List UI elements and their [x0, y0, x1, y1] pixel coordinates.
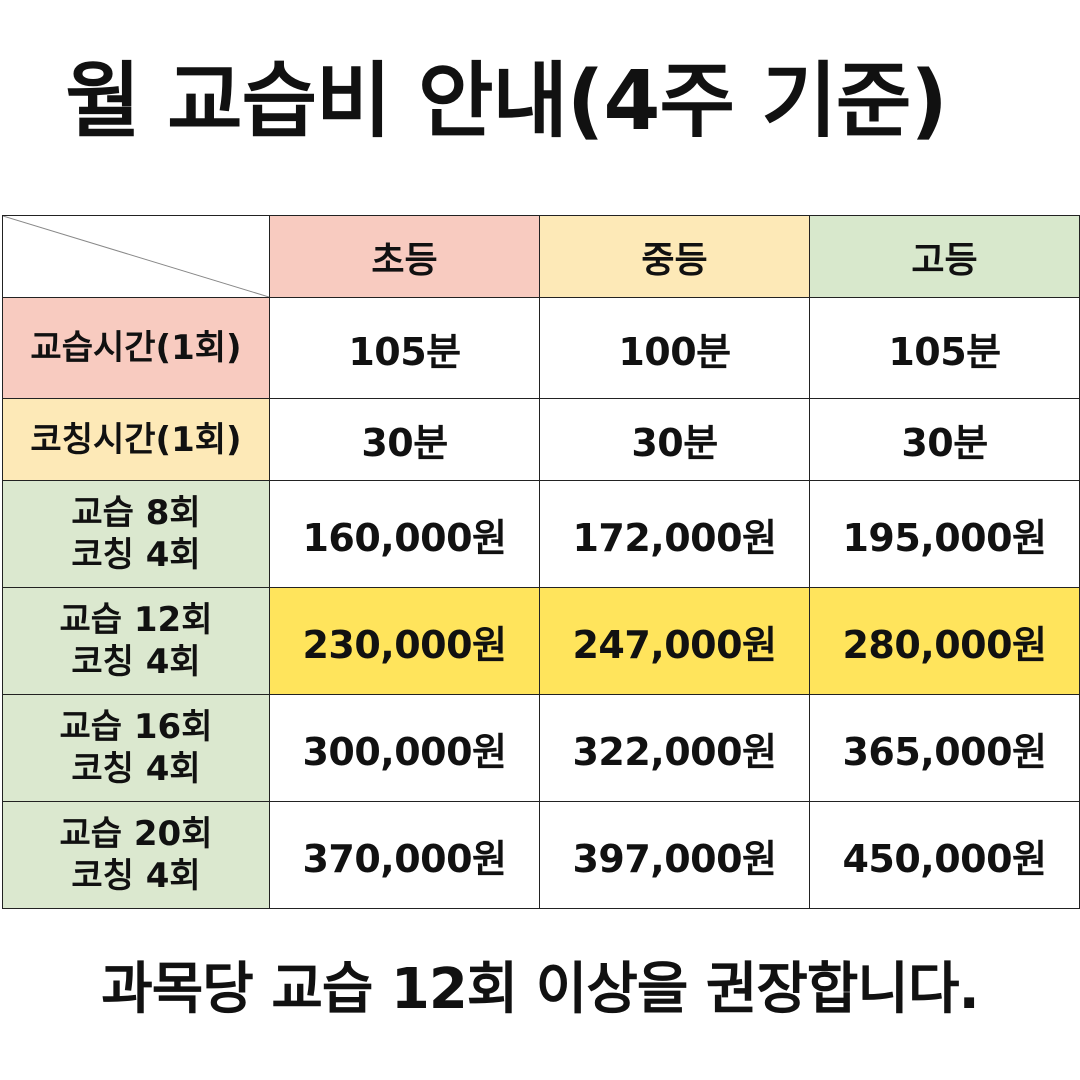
page-title: 월 교습비 안내(4주 기준) — [65, 54, 948, 149]
price-cell: 370,000원 — [269, 801, 540, 909]
row-label-line: 교습 20회 — [59, 814, 213, 854]
price-cell: 247,000원 — [539, 587, 810, 695]
price-cell: 105분 — [809, 297, 1080, 399]
price-cell: 100분 — [539, 297, 810, 399]
row-label: 코칭시간(1회) — [2, 398, 270, 481]
price-cell: 280,000원 — [809, 587, 1080, 695]
row-label-line: 코칭 4회 — [71, 856, 201, 896]
table-row: 코칭시간(1회) 30분 30분 30분 — [2, 398, 1080, 481]
row-label-line: 교습시간(1회) — [30, 328, 242, 368]
table-row: 교습 12회 코칭 4회 230,000원 247,000원 280,000원 — [2, 587, 1080, 695]
row-label-line: 교습 12회 — [59, 600, 213, 640]
diagonal-divider — [3, 216, 269, 297]
row-label: 교습 8회 코칭 4회 — [2, 480, 270, 588]
row-label-line: 코칭 4회 — [71, 749, 201, 789]
price-cell: 195,000원 — [809, 480, 1080, 588]
price-cell: 30분 — [809, 398, 1080, 481]
price-cell: 30분 — [539, 398, 810, 481]
price-cell: 160,000원 — [269, 480, 540, 588]
row-label-line: 교습 8회 — [71, 493, 201, 533]
column-header-elementary: 초등 — [269, 215, 540, 298]
table-row: 교습시간(1회) 105분 100분 105분 — [2, 297, 1080, 399]
table-row: 교습 16회 코칭 4회 300,000원 322,000원 365,000원 — [2, 694, 1080, 802]
price-cell: 230,000원 — [269, 587, 540, 695]
header-row: 초등 중등 고등 — [2, 215, 1080, 298]
price-cell: 30분 — [269, 398, 540, 481]
corner-cell — [2, 215, 270, 298]
row-label-line: 코칭 4회 — [71, 642, 201, 682]
price-cell: 300,000원 — [269, 694, 540, 802]
column-header-high: 고등 — [809, 215, 1080, 298]
price-cell: 450,000원 — [809, 801, 1080, 909]
price-cell: 172,000원 — [539, 480, 810, 588]
row-label: 교습 16회 코칭 4회 — [2, 694, 270, 802]
row-label: 교습시간(1회) — [2, 297, 270, 399]
price-cell: 322,000원 — [539, 694, 810, 802]
row-label: 교습 20회 코칭 4회 — [2, 801, 270, 909]
table-row: 교습 20회 코칭 4회 370,000원 397,000원 450,000원 — [2, 801, 1080, 909]
price-cell: 397,000원 — [539, 801, 810, 909]
price-cell: 365,000원 — [809, 694, 1080, 802]
row-label: 교습 12회 코칭 4회 — [2, 587, 270, 695]
recommendation-note: 과목당 교습 12회 이상을 권장합니다. — [101, 957, 979, 1022]
price-cell: 105분 — [269, 297, 540, 399]
row-label-line: 코칭 4회 — [71, 535, 201, 575]
fee-table: 초등 중등 고등 교습시간(1회) 105분 100분 105분 코칭시간(1회… — [2, 215, 1080, 909]
column-header-middle: 중등 — [539, 215, 810, 298]
row-label-line: 교습 16회 — [59, 707, 213, 747]
row-label-line: 코칭시간(1회) — [30, 419, 242, 460]
table-row: 교습 8회 코칭 4회 160,000원 172,000원 195,000원 — [2, 480, 1080, 588]
